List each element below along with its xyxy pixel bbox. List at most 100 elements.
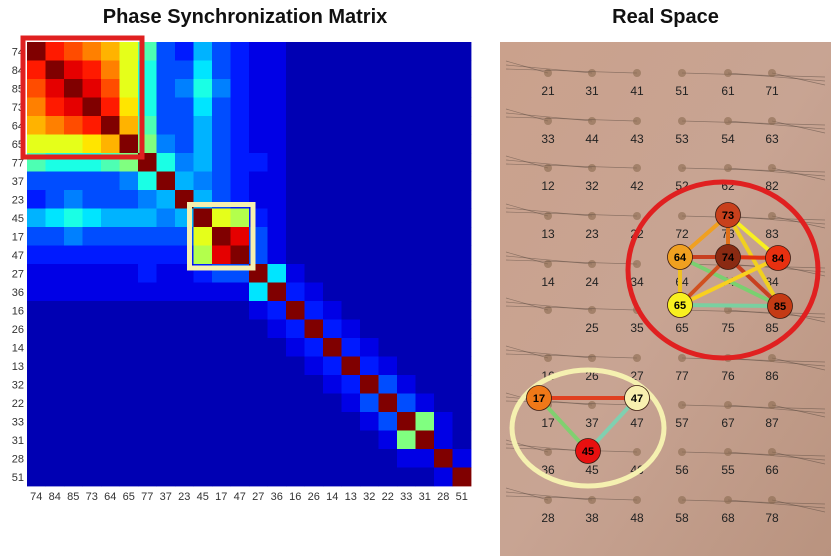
matrix-cell xyxy=(212,42,231,61)
matrix-cell xyxy=(378,356,398,376)
x-tick-label: 16 xyxy=(289,491,301,503)
matrix-cell xyxy=(452,60,472,80)
matrix-cell xyxy=(452,245,472,265)
matrix-cell xyxy=(378,393,398,413)
matrix-cell xyxy=(27,467,46,487)
electrode-label: 32 xyxy=(585,179,599,193)
matrix-cell xyxy=(267,116,287,135)
matrix-cell xyxy=(119,282,139,302)
matrix-cell xyxy=(378,245,398,265)
matrix-cell xyxy=(138,190,157,209)
matrix-cell xyxy=(378,412,398,431)
matrix-cell xyxy=(304,227,324,246)
real-space-title: Real Space xyxy=(612,6,719,28)
matrix-cell xyxy=(434,264,453,283)
matrix-cell xyxy=(360,412,379,431)
matrix-cell xyxy=(82,208,102,228)
matrix-cell xyxy=(286,208,305,228)
matrix-cell xyxy=(82,301,102,320)
matrix-cell xyxy=(415,338,435,357)
matrix-cell xyxy=(434,430,453,450)
matrix-cell xyxy=(341,412,361,431)
matrix-cell xyxy=(45,449,65,468)
matrix-cell xyxy=(230,430,250,450)
matrix-cell xyxy=(415,375,435,394)
wire-trace xyxy=(505,301,593,311)
matrix-cell xyxy=(360,79,379,98)
matrix-cell xyxy=(304,356,324,376)
sync-node-label: 84 xyxy=(772,253,785,265)
x-tick-label: 73 xyxy=(86,491,98,503)
matrix-cell xyxy=(360,116,379,135)
matrix-cell xyxy=(267,430,287,450)
electrode-pad xyxy=(633,260,641,268)
matrix-cell xyxy=(267,301,287,320)
matrix-cell xyxy=(360,153,379,172)
matrix-cell xyxy=(230,301,250,320)
matrix-cell xyxy=(138,301,157,320)
matrix-cell xyxy=(138,282,157,302)
electrode-label: 57 xyxy=(675,416,689,430)
matrix-cell xyxy=(286,116,305,135)
matrix-cell xyxy=(45,208,65,228)
electrode-label: 64 xyxy=(675,275,689,289)
matrix-cell xyxy=(286,171,305,191)
matrix-cell xyxy=(82,338,102,357)
matrix-cell xyxy=(45,190,65,209)
matrix-cell xyxy=(175,430,194,450)
matrix-cell xyxy=(212,319,231,339)
matrix-cell xyxy=(452,338,472,357)
matrix-cell xyxy=(415,449,435,468)
matrix-cell xyxy=(434,134,453,154)
matrix-cell xyxy=(434,393,453,413)
matrix-cell xyxy=(64,227,83,246)
wire-trace xyxy=(727,72,826,82)
matrix-cell xyxy=(341,208,361,228)
matrix-cell xyxy=(415,467,435,487)
electrode-label: 58 xyxy=(675,511,689,525)
x-tick-label: 84 xyxy=(49,491,61,503)
electrode-pad xyxy=(768,401,776,409)
matrix-cell xyxy=(286,245,305,265)
matrix-cell xyxy=(341,430,361,450)
matrix-cell xyxy=(304,97,324,117)
matrix-cell xyxy=(249,430,268,450)
electrode-label: 51 xyxy=(675,84,689,98)
matrix-cell xyxy=(378,190,398,209)
matrix-cell xyxy=(119,301,139,320)
electrode-pad xyxy=(588,212,596,220)
electrode-label: 23 xyxy=(585,227,599,241)
matrix-cell xyxy=(434,319,453,339)
electrode-pad xyxy=(768,69,776,77)
matrix-cell xyxy=(175,153,194,172)
electrode-pad xyxy=(588,496,596,504)
matrix-cell xyxy=(378,116,398,135)
matrix-cell xyxy=(212,245,231,265)
matrix-cell xyxy=(415,227,435,246)
matrix-cell xyxy=(193,42,213,61)
matrix-cell xyxy=(156,79,176,98)
matrix-cell xyxy=(101,301,120,320)
matrix-cell xyxy=(175,171,194,191)
electrode-label: 77 xyxy=(675,369,689,383)
matrix-cell xyxy=(341,301,361,320)
matrix-cell xyxy=(341,153,361,172)
matrix-cell xyxy=(323,153,342,172)
matrix-cell xyxy=(119,190,139,209)
sync-node xyxy=(667,292,693,318)
x-tick-label: 17 xyxy=(215,491,227,503)
matrix-cell xyxy=(101,97,120,117)
matrix-cell xyxy=(230,97,250,117)
matrix-cell xyxy=(378,171,398,191)
wire-trace xyxy=(727,357,826,367)
matrix-cell xyxy=(82,42,102,61)
matrix-cell xyxy=(119,208,139,228)
matrix-cell xyxy=(286,227,305,246)
matrix-cell xyxy=(27,449,46,468)
sync-node-label: 85 xyxy=(774,301,786,313)
matrix-cell xyxy=(175,134,194,154)
matrix-cell xyxy=(193,412,213,431)
electrode-pad xyxy=(544,117,552,125)
wire-trace xyxy=(505,495,638,501)
